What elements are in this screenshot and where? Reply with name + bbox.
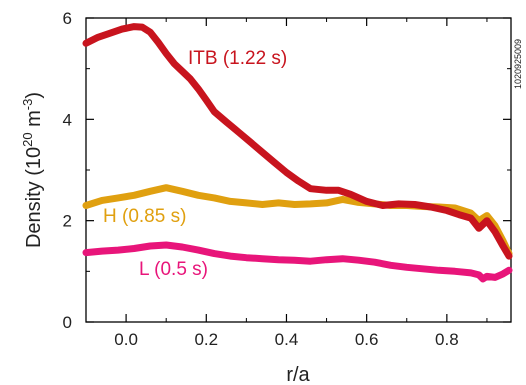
series-line-l [82,241,513,283]
series-line-h [82,184,513,258]
series-label-h: H (0.85 s) [103,206,186,227]
y-tick-label: 0 [63,313,72,332]
series-layer [82,23,513,283]
tick-labels: 0.0 0.2 0.4 0.6 0.8 0 2 4 6 [63,9,459,349]
x-tick-label: 0.0 [114,330,138,349]
y-tick-label: 2 [63,212,72,231]
series-line-itb [82,23,513,260]
series-label-l: L (0.5 s) [139,259,208,280]
shot-number-annotation: 1020925009 [513,39,523,89]
x-tick-label: 0.8 [435,330,459,349]
series-label-itb: ITB (1.22 s) [188,48,287,69]
x-axis-title: r/a [286,364,310,385]
x-tick-label: 0.2 [194,330,218,349]
y-axis-title: Density (1020 m-3) [20,92,45,248]
x-tick-label: 0.6 [355,330,379,349]
axis-ticks [85,17,511,323]
y-tick-label: 6 [63,9,72,28]
x-tick-label: 0.4 [275,330,299,349]
y-tick-label: 4 [63,110,72,129]
